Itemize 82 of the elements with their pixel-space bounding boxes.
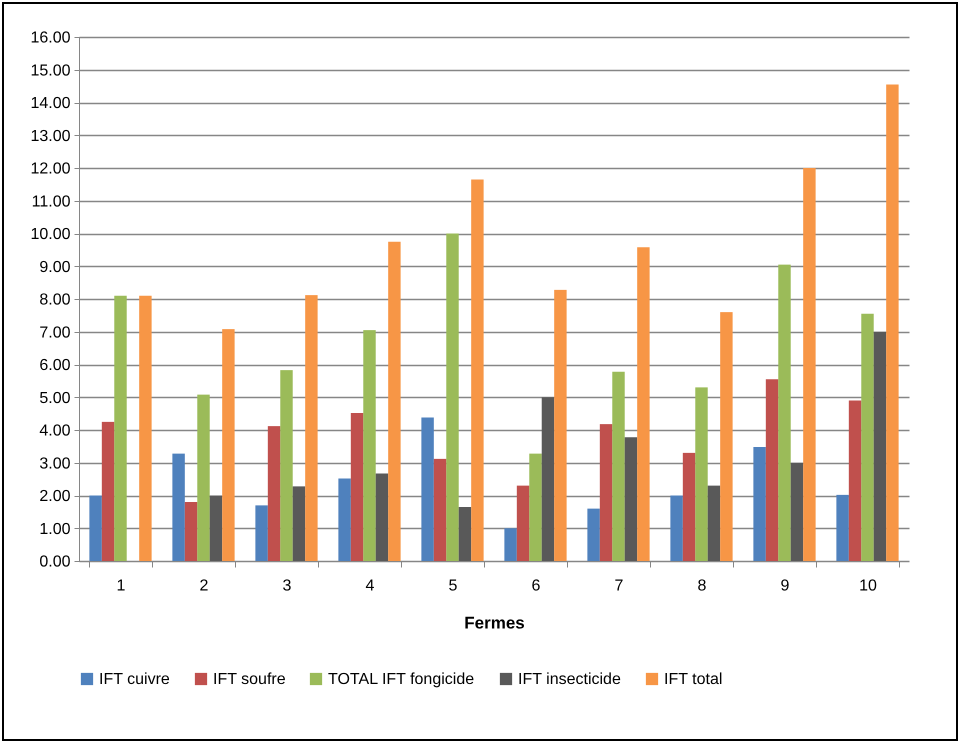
bar <box>268 426 280 561</box>
bar <box>292 486 306 561</box>
bar <box>720 312 733 561</box>
bar <box>600 424 612 561</box>
bar <box>803 168 816 561</box>
legend-label: IFT soufre <box>213 671 286 688</box>
bar <box>184 502 198 561</box>
y-tick-label: 7.00 <box>39 324 71 342</box>
legend-label: IFT cuivre <box>99 671 170 688</box>
bar <box>836 494 849 561</box>
x-tick-label: 3 <box>282 578 292 594</box>
y-tick-label: 4.00 <box>39 422 71 440</box>
bar <box>708 486 720 561</box>
x-tick-label: 7 <box>614 578 624 594</box>
y-tick-label: 6.00 <box>39 357 71 374</box>
x-axis-title: Fermes <box>464 614 525 632</box>
bar <box>886 84 899 561</box>
bar <box>766 379 778 561</box>
bar <box>861 314 874 561</box>
bar <box>554 290 567 561</box>
legend-label: TOTAL IFT fongicide <box>328 671 474 688</box>
bar <box>222 329 235 561</box>
bar <box>471 179 484 561</box>
bar <box>305 295 318 561</box>
y-tick-label: 9.00 <box>39 258 71 276</box>
y-tick-label: 15.00 <box>30 62 71 80</box>
x-tick-label: 6 <box>532 578 541 594</box>
y-tick-label: 10.00 <box>30 226 71 243</box>
bar <box>504 528 517 561</box>
bar <box>612 372 625 561</box>
bar <box>338 478 351 561</box>
legend-label: IFT insecticide <box>518 671 621 688</box>
bar <box>350 412 364 561</box>
bar <box>682 452 696 561</box>
bar <box>363 330 376 561</box>
bar <box>637 247 650 561</box>
bar <box>587 508 600 561</box>
bar <box>542 397 554 561</box>
bar <box>210 496 222 561</box>
x-tick-label: 10 <box>859 578 877 594</box>
bar <box>458 506 472 561</box>
y-tick-label: 16.00 <box>30 30 71 46</box>
bar <box>421 418 434 561</box>
bar <box>778 264 791 561</box>
x-tick-label: 2 <box>200 578 209 594</box>
bar <box>670 496 683 561</box>
x-tick-label: 8 <box>698 578 707 594</box>
bar <box>516 486 530 561</box>
y-tick-label: 5.00 <box>39 390 71 407</box>
bar <box>529 454 542 561</box>
legend-label: IFT total <box>664 671 722 688</box>
y-tick-label: 13.00 <box>30 128 71 145</box>
bar <box>695 387 708 561</box>
y-tick-label: 14.00 <box>30 95 71 112</box>
bar <box>388 242 401 561</box>
y-tick-label: 11.00 <box>32 193 71 210</box>
bar <box>255 505 268 561</box>
bar <box>434 458 446 561</box>
bar <box>790 462 804 561</box>
bar <box>139 296 152 561</box>
bar <box>446 234 459 561</box>
x-tick-label: 9 <box>780 578 790 594</box>
bar <box>874 332 886 561</box>
y-tick-label: 2.00 <box>39 488 71 505</box>
bar <box>197 394 210 561</box>
x-tick-label: 4 <box>366 578 375 594</box>
x-tick-label: 5 <box>448 578 458 594</box>
bar <box>114 296 127 561</box>
y-tick-label: 8.00 <box>39 292 71 308</box>
bar <box>848 400 862 561</box>
bar <box>376 474 388 561</box>
bar <box>280 370 293 561</box>
y-tick-label: 3.00 <box>39 455 71 472</box>
bar <box>89 496 102 561</box>
bar <box>753 447 766 561</box>
x-tick-label: 1 <box>116 578 126 594</box>
bar <box>172 454 185 561</box>
y-tick-label: 0.00 <box>39 554 71 570</box>
bar <box>102 422 114 561</box>
y-tick-label: 1.00 <box>39 520 71 538</box>
y-tick-label: 12.00 <box>30 160 71 178</box>
bar <box>624 437 638 561</box>
